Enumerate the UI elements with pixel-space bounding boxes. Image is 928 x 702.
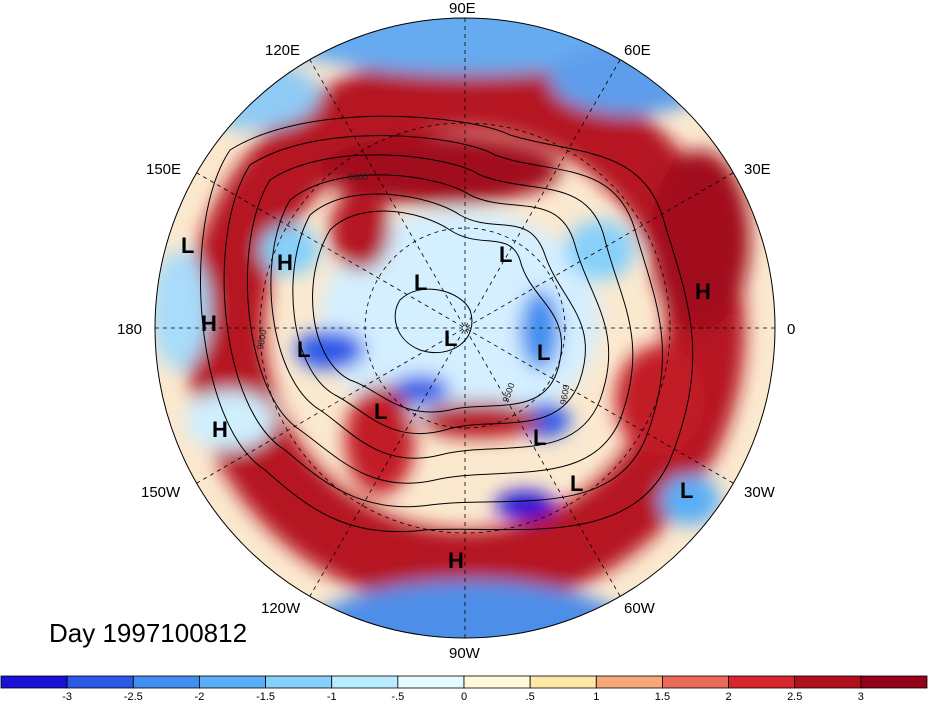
colorbar-box [463, 675, 531, 689]
colorbar-box [0, 675, 68, 689]
colorbar-box [529, 675, 597, 689]
map-title: Day 1997100812 [49, 618, 248, 648]
lon-label-180: 180 [117, 321, 142, 338]
colorbar: -3 -2.5 -2 -1.5 -1 -.5 0 .5 1 1.5 2 2.5 3 [0, 675, 928, 702]
graticule [155, 18, 775, 638]
colorbar-box [397, 675, 465, 689]
low-pressure-label: L [680, 478, 693, 503]
colorbar-box [66, 675, 134, 689]
high-pressure-label: H [201, 311, 217, 336]
lon-label-0: 0 [787, 321, 795, 338]
lon-label-60w: 60W [624, 600, 656, 617]
lon-label-150e: 150E [146, 161, 181, 178]
colorbar-tick-label: 1.5 [655, 691, 670, 702]
colorbar-box [132, 675, 200, 689]
low-pressure-label: L [533, 425, 546, 450]
colorbar-box [595, 675, 663, 689]
anomaly-shading [155, 18, 775, 638]
colorbar-tick-label: -1.5 [256, 691, 275, 702]
contour-label: 9600 [348, 172, 368, 182]
high-pressure-label: H [277, 250, 293, 275]
colorbar-tick-label: -1 [327, 691, 337, 702]
colorbar-box [331, 675, 399, 689]
colorbar-box [662, 675, 729, 689]
colorbar-tick-label: 0 [461, 691, 467, 702]
lon-label-60e: 60E [624, 42, 651, 59]
low-pressure-label: L [444, 326, 457, 351]
low-pressure-label: L [414, 270, 427, 295]
colorbar-tick-label: -3 [62, 691, 72, 702]
longitude-labels: 90E 60E 30E 0 30W 60W 90W 120W 150W 180 … [117, 0, 795, 662]
polar-stereographic-map: 9600 9500 9800 9600 L H L L L H L L H L … [117, 0, 795, 662]
high-pressure-label: H [448, 548, 464, 573]
lon-label-30e: 30E [744, 161, 771, 178]
lon-label-120e: 120E [265, 42, 300, 59]
low-pressure-label: L [181, 233, 194, 258]
low-pressure-label: L [537, 340, 550, 365]
colorbar-tick-label: .5 [526, 691, 535, 702]
contour-label: 9800 [255, 329, 268, 350]
lon-label-90w: 90W [449, 645, 481, 662]
high-pressure-label: L [570, 471, 583, 496]
colorbar-box [265, 675, 333, 689]
colorbar-tick-label: -2 [195, 691, 205, 702]
lon-label-90e: 90E [449, 0, 476, 17]
lon-label-150w: 150W [141, 484, 181, 501]
height-contours [200, 115, 694, 533]
colorbar-boxes [0, 675, 928, 689]
colorbar-tick-label: -2.5 [124, 691, 143, 702]
colorbar-tick-label: 1 [593, 691, 599, 702]
low-pressure-label: L [297, 337, 310, 362]
lon-label-120w: 120W [261, 600, 301, 617]
pressure-centers: L H L L L H L L H L L L H L H [181, 233, 711, 573]
high-pressure-label: H [212, 417, 228, 442]
colorbar-box [199, 675, 266, 689]
contour-label: 9600 [558, 384, 571, 405]
colorbar-box [728, 675, 796, 689]
colorbar-box [860, 675, 928, 689]
colorbar-tick-label: -.5 [391, 691, 404, 702]
colorbar-box [794, 675, 862, 689]
colorbar-tick-label: 3 [858, 691, 864, 702]
colorbar-tick-labels: -3 -2.5 -2 -1.5 -1 -.5 0 .5 1 1.5 2 2.5 3 [62, 691, 864, 702]
low-pressure-label: L [374, 399, 387, 424]
colorbar-tick-label: 2.5 [787, 691, 802, 702]
low-pressure-label: L [499, 242, 512, 267]
colorbar-tick-label: 2 [726, 691, 732, 702]
lon-label-30w: 30W [744, 484, 776, 501]
high-pressure-label: H [695, 279, 711, 304]
